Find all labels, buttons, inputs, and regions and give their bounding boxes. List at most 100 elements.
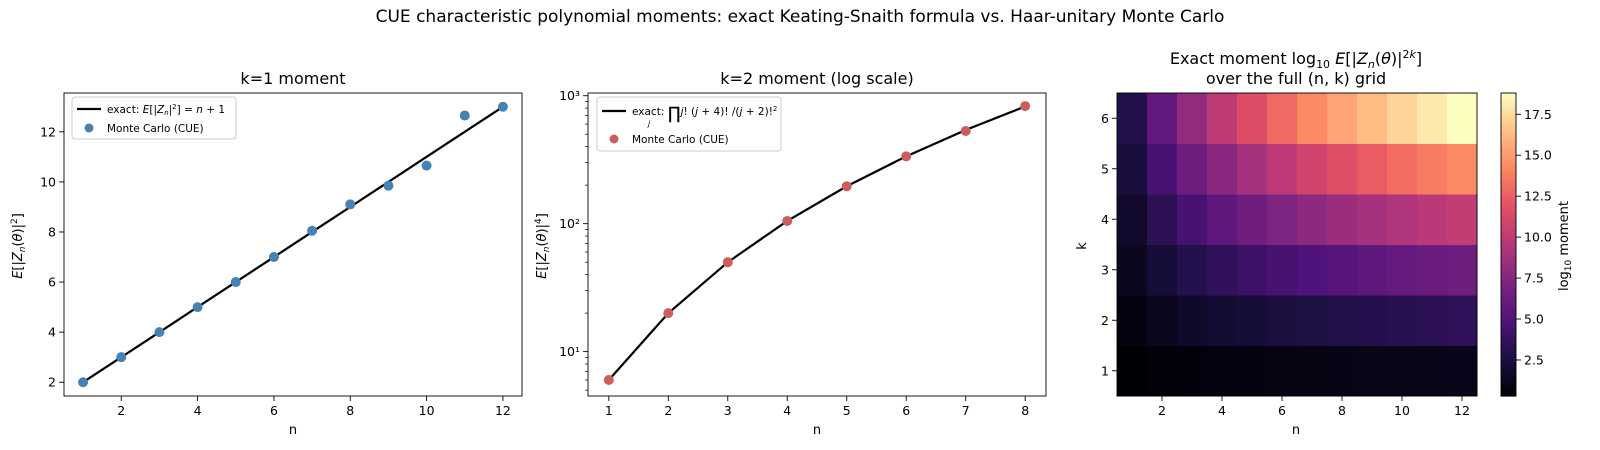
colorbar-frame — [1500, 92, 1517, 397]
colorbar-segment — [1501, 163, 1516, 167]
colorbar-segment — [1501, 158, 1516, 162]
heatmap-cell — [1417, 93, 1448, 144]
heatmap-cell — [1267, 143, 1298, 195]
panel-k1: k=1 moment 2 4 6 8 10 12 2 4 6 8 10 12 n E[|Zn(θ)|2… — [10, 69, 523, 438]
heatmap-xlabel: n — [1292, 423, 1300, 438]
colorbar-tick-label: 15.0 — [1524, 148, 1552, 163]
colorbar-segment — [1501, 219, 1516, 223]
series-mc-point — [78, 377, 89, 388]
heatmap-cell — [1147, 295, 1178, 346]
series-mc-point — [459, 110, 470, 121]
colorbar-segment — [1501, 204, 1516, 208]
heatmap-cell — [1147, 345, 1178, 397]
colorbar-segment — [1501, 259, 1516, 263]
colorbar-segment — [1501, 340, 1516, 344]
heatmap-cell — [1327, 295, 1358, 346]
colorbar-segment — [1501, 194, 1516, 198]
y-tick-label: 12 — [40, 124, 56, 139]
heatmap-cell — [1327, 194, 1358, 245]
panel-k2-plot: 1 2 3 4 5 6 7 8 10¹ 10² 10³ — [559, 88, 1047, 418]
colorbar-segment — [1501, 310, 1516, 314]
panel-heatmap: Exact moment log10 E[|Zn(θ)|2k] over the… — [1075, 48, 1574, 438]
x-tick-label: 10 — [1394, 403, 1410, 418]
colorbar-segment — [1501, 224, 1516, 228]
colorbar-segment — [1501, 267, 1516, 271]
colorbar-segment — [1501, 385, 1516, 390]
heatmap-cell — [1297, 93, 1328, 144]
colorbar-segment — [1501, 95, 1516, 99]
x-tick-label: 8 — [1338, 403, 1346, 418]
colorbar-segment — [1501, 168, 1516, 172]
panel-k1-xlabel: n — [289, 423, 297, 438]
legend-exact-k2-index: j — [647, 119, 651, 128]
heatmap-cell — [1357, 194, 1388, 245]
colorbar-segment — [1501, 156, 1516, 160]
heatmap-cell — [1117, 345, 1148, 397]
colorbar-segment — [1501, 229, 1516, 233]
colorbar-segment — [1501, 231, 1516, 235]
colorbar-segment — [1501, 315, 1516, 319]
colorbar-segment — [1501, 388, 1516, 392]
y-tick-label: 4 — [1101, 212, 1109, 227]
colorbar-segment — [1501, 327, 1516, 331]
colorbar-segment — [1501, 289, 1516, 294]
series-mc-point — [782, 215, 793, 226]
colorbar-segment — [1501, 252, 1516, 256]
heatmap-title-line1: Exact moment log10 E[|Zn(θ)|2k] — [1170, 48, 1422, 71]
colorbar-label: log10 moment — [1557, 201, 1574, 291]
x-tick-label: 2 — [664, 403, 672, 418]
colorbar-segment — [1501, 300, 1516, 304]
heatmap-cell — [1447, 295, 1478, 346]
colorbar-segment — [1501, 125, 1516, 129]
x-tick-label: 5 — [843, 403, 851, 418]
heatmap-cell — [1357, 345, 1388, 397]
heatmap-ylabel: k — [1075, 242, 1090, 250]
heatmap-cell — [1267, 93, 1298, 144]
heatmap-cell — [1237, 194, 1268, 245]
colorbar-segment — [1501, 236, 1516, 241]
x-tick-label: 12 — [495, 403, 511, 418]
colorbar-segment — [1501, 272, 1516, 276]
heatmap-cell — [1207, 345, 1238, 397]
x-tick-label: 12 — [1454, 403, 1470, 418]
colorbar-segment — [1501, 365, 1516, 369]
colorbar-segment — [1501, 383, 1516, 387]
heatmap-cell — [1177, 93, 1208, 144]
heatmap-cell — [1357, 295, 1388, 346]
heatmap-cell — [1267, 194, 1298, 245]
colorbar-segment — [1501, 274, 1516, 278]
heatmap-cell — [1207, 244, 1238, 296]
colorbar-segment — [1501, 257, 1516, 261]
heatmap-cell — [1327, 345, 1358, 397]
heatmap-cell — [1417, 143, 1448, 195]
heatmap-cell — [1447, 194, 1478, 245]
colorbar-segment — [1501, 284, 1516, 289]
x-tick-label: 6 — [1278, 403, 1286, 418]
colorbar-segment — [1501, 353, 1516, 357]
colorbar-segment — [1501, 264, 1516, 268]
series-mc-point — [307, 225, 318, 236]
series-mc-point — [841, 181, 852, 192]
colorbar-segment — [1501, 239, 1516, 243]
heatmap-cell — [1117, 93, 1148, 144]
colorbar-segment — [1501, 332, 1516, 336]
colorbar-segment — [1501, 173, 1516, 177]
colorbar-segment — [1501, 292, 1516, 296]
colorbar-segment — [1501, 355, 1516, 359]
colorbar-segment — [1501, 360, 1516, 364]
colorbar-segment — [1501, 345, 1516, 349]
colorbar-segment — [1501, 277, 1516, 281]
colorbar-segment — [1501, 110, 1516, 114]
colorbar-segment — [1501, 140, 1516, 145]
colorbar-segment — [1501, 302, 1516, 306]
colorbar-segment — [1501, 176, 1516, 180]
heatmap-cell — [1267, 295, 1298, 346]
heatmap-cell — [1267, 244, 1298, 296]
heatmap-cell — [1267, 345, 1298, 397]
heatmap-cell — [1387, 345, 1418, 397]
colorbar-segment — [1501, 262, 1516, 266]
heatmap-cell — [1147, 194, 1178, 245]
heatmap-cell — [1387, 194, 1418, 245]
